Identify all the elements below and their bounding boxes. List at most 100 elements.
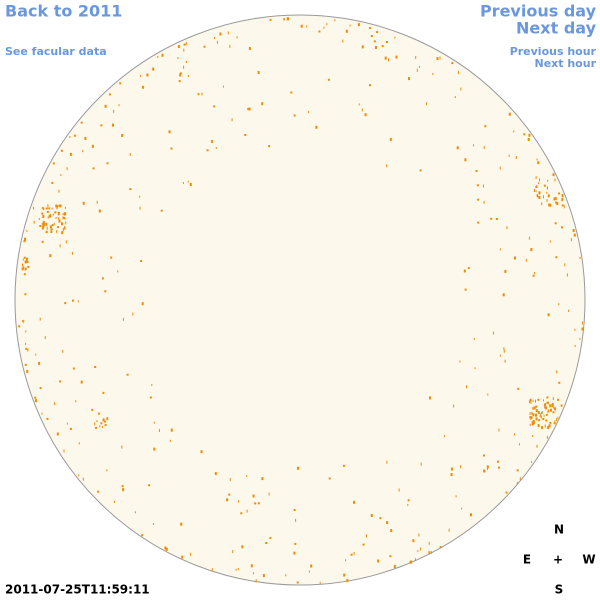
facula [269,18,272,21]
facula [122,488,125,492]
facula [570,238,572,242]
facula [555,201,558,204]
facula [549,421,552,424]
facula [556,202,559,206]
facula [64,217,66,220]
facula [532,399,534,402]
facula [492,331,494,335]
facula [535,417,538,421]
facula [151,384,153,386]
facula [69,427,72,430]
facula [535,413,537,417]
facula [84,137,87,140]
facula [574,345,576,348]
facula [554,178,556,182]
facula [104,290,107,293]
facula [46,417,49,420]
facula [56,432,59,436]
facula [523,133,526,136]
facula [229,44,231,48]
facula [376,31,379,33]
facula [232,550,234,554]
facula [107,417,109,421]
facula [540,415,542,419]
facula [187,180,189,183]
facula [213,37,215,39]
facula [535,409,538,413]
facula [56,230,58,234]
facula [345,559,347,562]
facula [529,400,531,404]
facula [436,57,439,61]
facula [539,415,541,418]
facula [531,421,533,424]
facula [157,55,159,58]
facula [152,67,155,71]
facula [285,574,287,577]
facula [180,522,183,526]
facula [268,145,271,148]
facula [62,349,64,353]
previous-day-link[interactable]: Previous day [480,2,597,21]
facula [164,546,167,550]
facula [58,219,61,223]
facula [343,573,346,577]
facula [229,478,231,482]
facula [557,416,559,419]
facula [39,225,41,228]
facula [146,73,149,77]
facula [227,31,229,35]
facula [539,413,541,417]
back-year-link[interactable]: Back to 2011 [5,2,122,21]
facula [300,24,303,28]
facula [47,204,49,208]
facula [353,500,355,504]
facula [26,229,28,232]
facula [508,112,511,116]
facula [381,45,384,48]
facula [384,56,387,60]
facula [252,572,254,575]
facula [104,420,107,423]
facular-data-link[interactable]: See facular data [5,45,107,58]
facula [41,222,43,226]
compass-center: + [553,553,563,567]
facula [26,369,29,373]
facula [537,424,540,428]
facula [542,418,545,420]
facula [170,147,173,150]
facula [556,370,558,374]
facula [121,445,123,449]
facula [22,320,24,323]
facula [323,26,325,29]
facula [46,230,47,233]
facula [226,498,229,502]
facula [467,267,470,270]
facula [236,36,238,39]
previous-hour-link[interactable]: Previous hour [510,45,597,58]
facula [179,73,182,77]
facula [24,293,27,296]
facula [64,206,66,209]
facula [528,236,530,240]
facula [46,226,48,230]
facula [129,188,132,191]
facula [310,564,313,568]
facula [581,327,584,331]
facula [535,405,538,408]
facula [561,204,564,207]
facula [432,73,434,75]
facula [286,17,289,21]
facula [538,191,541,195]
facula [407,499,410,502]
facula [45,207,48,210]
next-hour-link[interactable]: Next hour [535,57,597,70]
facula [56,226,59,229]
facula [139,195,141,198]
facula [544,424,546,428]
facula [487,393,489,396]
facula [568,309,569,312]
facula [429,396,431,400]
next-day-link[interactable]: Next day [516,19,597,38]
